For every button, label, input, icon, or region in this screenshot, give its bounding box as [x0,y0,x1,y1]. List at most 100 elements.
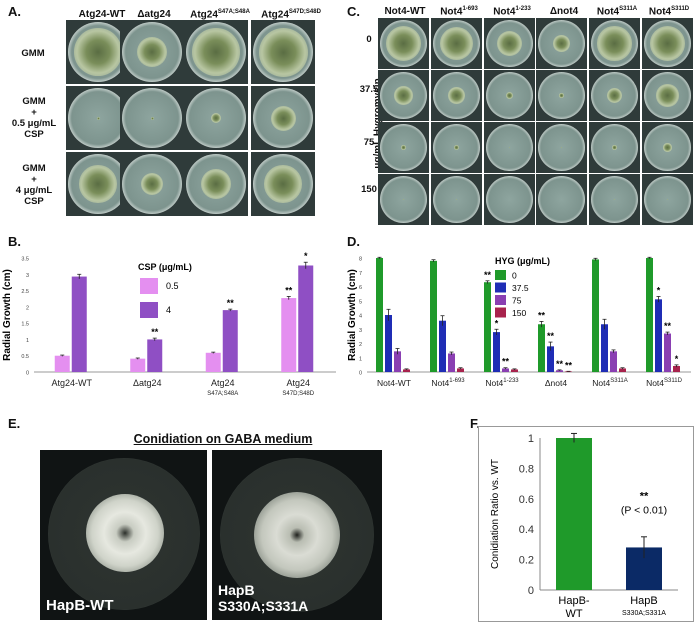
y-tick-label: 4 [359,314,362,320]
significance-stars: * [675,354,679,364]
bar-37.5-4 [547,346,554,372]
bar-0.5-4 [281,298,297,372]
y-axis-label: Conidiation Ratio vs. WT [490,459,501,569]
y-tick-label: 5 [359,299,362,305]
x-tick-label-4: Δnot4 [545,378,567,388]
bar-150-1 [403,369,410,372]
y-tick-label: 0.6 [519,494,534,506]
plate-c-r4-c5 [589,174,640,225]
y-axis-label: Radial Growth (cm) [347,269,358,361]
x-tick-sublabel-4: S47D;S48D [282,391,314,397]
legend-swatch-4 [140,302,158,318]
y-tick-label: 2.5 [21,289,29,295]
bar-1 [556,438,592,590]
plate-a-r3-c4 [251,152,315,216]
y-tick-label: 8 [359,257,362,263]
plate-a-r2-c1 [66,86,130,150]
legend-label-0.5: 0.5 [166,281,179,291]
bar-4-2 [147,339,163,372]
legend-label-75: 75 [512,296,522,306]
panel-c-letter: C. [347,4,360,19]
bar-0-5 [592,259,599,372]
plate-a-r3-c2 [120,152,184,216]
y-tick-label: 7 [359,271,362,277]
y-tick-label: 2 [359,342,362,348]
x-tick-label-5: Not4S311A [592,378,628,388]
x-tick-sublabel-1: WT [565,608,582,620]
bar-0-4 [538,324,545,372]
plate-c-r2-c4 [536,70,587,121]
significance-stars: ** [640,490,649,502]
plate-c-r3-c4 [536,122,587,173]
y-tick-label: 6 [359,285,362,291]
significance-stars: ** [502,357,510,367]
y-tick-label: 0 [26,371,29,377]
x-tick-label-2: Δatg24 [133,378,162,388]
plate-c-r4-c3 [484,174,535,225]
plate-c-r3-c2 [431,122,482,173]
y-tick-label: 3 [359,328,362,334]
legend-title: CSP (μg/mL) [138,262,192,272]
plate-c-r1-c1 [378,18,429,69]
bar-4-3 [222,310,238,372]
panel-c-row-label-3: 75 [363,137,375,148]
bar-0-1 [376,258,383,372]
legend-swatch-0 [495,270,506,280]
photo-hapb-wt-label: HapB-WT [46,597,114,614]
bar-150-5 [619,368,626,372]
panel-c-col-header-5: Not4S311A [596,6,638,18]
bar-150-3 [511,369,518,372]
legend-label-37.5: 37.5 [512,283,529,293]
legend-title: HYG (μg/mL) [495,256,550,266]
bar-37.5-1 [385,315,392,372]
y-tick-label: 1.5 [21,322,29,328]
bar-0.5-3 [205,352,221,372]
bar-4-4 [298,265,314,372]
plate-c-r2-c5 [589,70,640,121]
bar-0.5-2 [130,358,146,372]
panel-c-col-header-3: Not41-233 [493,6,531,18]
x-tick-label-2: Not41-693 [431,378,465,388]
x-tick-sublabel-3: S47A;S48A [207,391,238,397]
panel-a-col-header-2: Δatg24 [137,9,171,20]
panel-b-letter: B. [8,234,21,249]
plate-a-r1-c3 [184,20,248,84]
plate-c-r3-c3 [484,122,535,173]
x-tick-label-1: HapB- [558,595,590,607]
legend-swatch-150 [495,307,506,318]
plate-c-r1-c4 [536,18,587,69]
legend-label-150: 150 [512,308,526,318]
y-tick-label: 0.2 [519,555,534,567]
plate-a-r2-c4 [251,86,315,150]
panel-a-plate-grid: Atg24-WT Δatg24 Atg24S47A;S48A Atg24S47D… [0,0,345,230]
plate-a-r1-c1 [66,20,130,84]
plate-a-r1-c2 [120,20,184,84]
significance-stars: ** [565,360,573,370]
y-tick-label: 2 [26,305,29,311]
plate-a-r3-c3 [184,152,248,216]
bar-0-2 [430,260,437,372]
plate-c-r2-c1 [378,70,429,121]
bar-37.5-6 [655,299,662,372]
photo-hapb-mutant-label: HapB S330A;S331A [218,582,309,614]
y-tick-label: 1 [528,433,534,445]
plate-c-r3-c6 [642,122,693,173]
chart-b: 0 0.5 1 1.5 2 2.5 3 3.5 Radial Growth (cm) Atg24-… [2,251,336,397]
bar-37.5-5 [601,324,608,372]
bar-150-6 [673,366,680,372]
panel-c-col-header-2: Not41-693 [440,6,478,18]
bar-75-6 [664,333,671,372]
plate-c-r4-c4 [536,174,587,225]
x-tick-label-3: Atg24 [211,378,235,388]
y-tick-label: 1 [359,356,362,362]
y-tick-label: 0.5 [21,354,29,360]
bar-0-3 [484,282,491,372]
bar-4-1 [71,276,87,372]
significance-stars: ** [285,285,293,295]
plate-c-r3-c1 [378,122,429,173]
plate-c-r4-c6 [642,174,693,225]
panel-c-col-header-6: Not4S311D [648,6,690,18]
legend-label-0: 0 [512,271,517,281]
x-tick-label-1: Not4-WT [377,378,411,388]
